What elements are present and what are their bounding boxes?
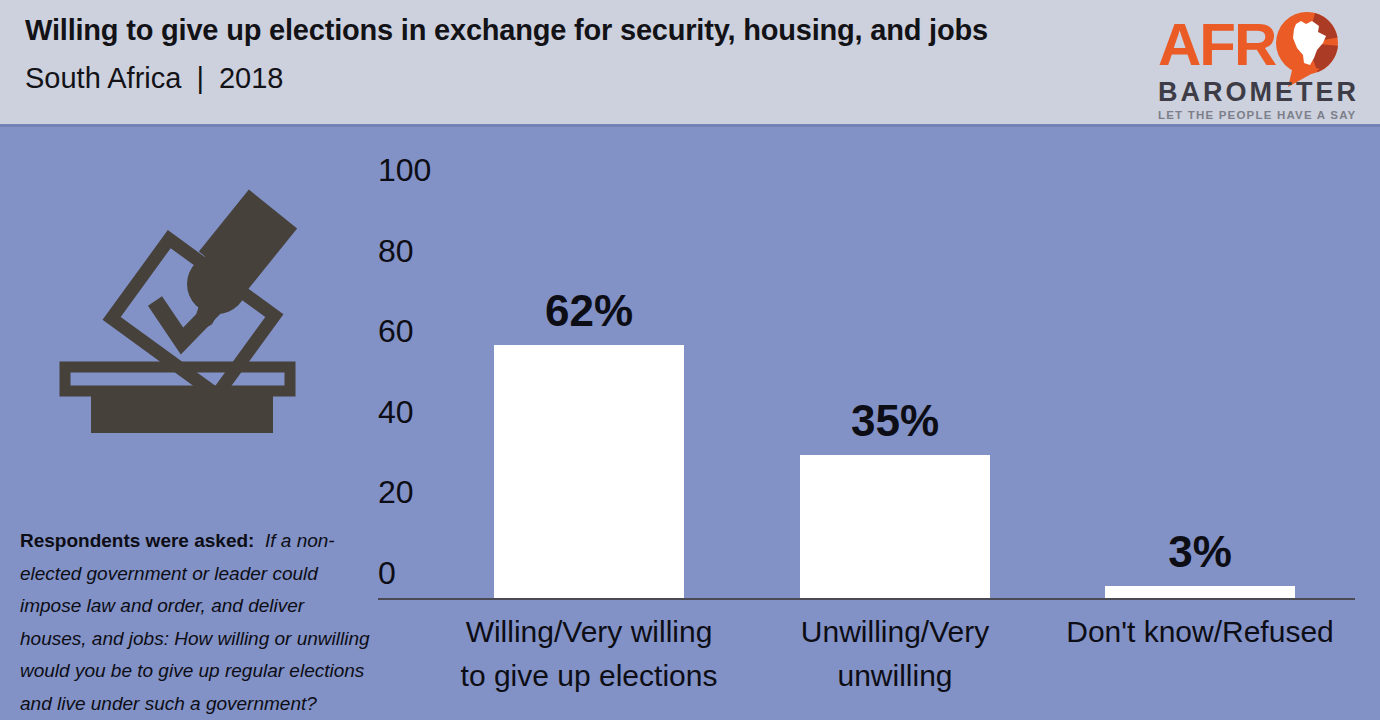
bar-value-label: 3% [1090, 528, 1310, 576]
bar [494, 345, 684, 598]
subtitle-country: South Africa [25, 58, 181, 98]
chart-section: Respondents were asked: If a non-elected… [0, 127, 1380, 720]
afrobarometer-logo: AFR BAROMETER LET THE PEOPLE HAVE A SAY [1158, 10, 1360, 122]
category-label: Don't know/Refused [1030, 610, 1370, 654]
y-tick-label: 40 [378, 391, 468, 433]
logo-tagline: LET THE PEOPLE HAVE A SAY [1158, 109, 1360, 122]
y-tick-label: 80 [378, 230, 468, 272]
x-axis-line [378, 598, 1355, 600]
bar-chart: 100 80 60 40 20 0 62% Willing/Very willing to g… [0, 127, 1380, 720]
category-label: Willing/Very willing to give up election… [419, 610, 759, 698]
page-title: Willing to give up elections in exchange… [25, 8, 988, 52]
title-block: Willing to give up elections in exchange… [25, 8, 988, 98]
bar [1105, 586, 1295, 598]
logo-barometer-text: BAROMETER [1158, 78, 1360, 106]
bar [800, 455, 990, 598]
y-tick-label: 0 [378, 552, 468, 594]
y-tick-label: 60 [378, 310, 468, 352]
y-tick-label: 20 [378, 471, 468, 513]
bar-value-label: 35% [785, 397, 1005, 445]
logo-afr-text: AFR [1158, 14, 1275, 76]
infographic: Willing to give up elections in exchange… [0, 0, 1380, 720]
logo-wordmark-top: AFR [1158, 10, 1360, 76]
subtitle-year: 2018 [219, 58, 284, 98]
y-tick-label: 100 [378, 149, 468, 191]
subtitle: South Africa | 2018 [25, 58, 988, 98]
header: Willing to give up elections in exchange… [0, 0, 1380, 127]
category-label: Unwilling/Very unwilling [725, 610, 1065, 698]
bar-value-label: 62% [479, 287, 699, 335]
subtitle-separator: | [196, 58, 204, 98]
